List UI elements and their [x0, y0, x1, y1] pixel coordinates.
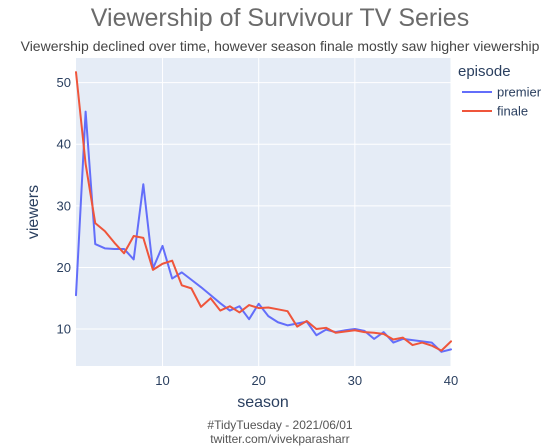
legend[interactable]: episode premier finale [458, 63, 542, 119]
grid-lines [76, 58, 452, 366]
chart-subtitle: Viewership declined over time, however s… [20, 38, 540, 54]
y-axis-ticks: 10 20 30 40 50 [57, 75, 71, 336]
x-tick-label: 30 [348, 373, 362, 388]
plot-area [76, 58, 451, 366]
caption-line-1: #TidyTuesday - 2021/06/01 [207, 418, 353, 432]
y-tick-label: 10 [57, 322, 71, 337]
legend-item-finale[interactable]: finale [462, 104, 528, 119]
x-axis-title: season [237, 394, 289, 411]
x-tick-label: 20 [251, 373, 265, 388]
series-group [75, 71, 452, 353]
legend-item-premier[interactable]: premier [462, 85, 542, 100]
y-tick-label: 20 [57, 260, 71, 275]
series-line-finale[interactable] [75, 71, 452, 352]
caption-line-2: twitter.com/vivekparasharr [210, 432, 350, 446]
x-axis-ticks: 10 20 30 40 [155, 373, 458, 388]
y-axis-title: viewers [25, 185, 42, 239]
legend-label-premier: premier [497, 85, 542, 100]
x-tick-label: 40 [444, 373, 458, 388]
legend-label-finale: finale [497, 104, 528, 119]
y-tick-label: 30 [57, 198, 71, 213]
legend-title: episode [458, 63, 511, 80]
x-tick-label: 10 [155, 373, 169, 388]
y-tick-label: 40 [57, 137, 71, 152]
y-tick-label: 50 [57, 75, 71, 90]
chart-title: Viewership of Survivour TV Series [90, 4, 470, 32]
